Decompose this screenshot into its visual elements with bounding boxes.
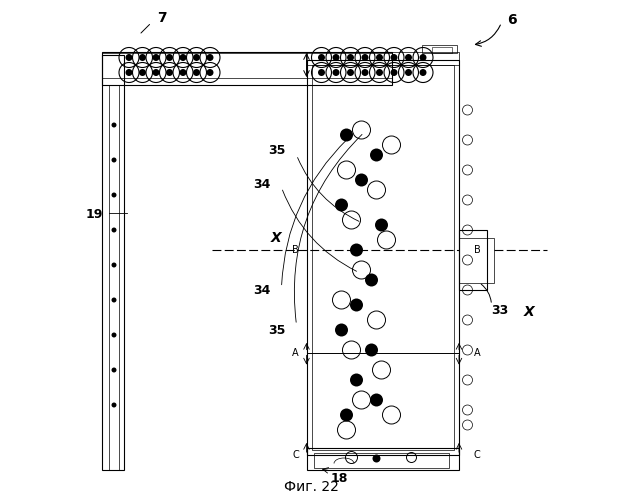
Circle shape [361,54,368,61]
Circle shape [350,244,363,256]
Circle shape [153,54,159,61]
Circle shape [139,54,146,61]
Circle shape [112,228,117,232]
Circle shape [370,394,383,406]
Circle shape [405,54,412,61]
Circle shape [112,402,117,407]
Text: C: C [474,450,481,460]
Circle shape [179,54,186,61]
Circle shape [112,158,117,162]
Circle shape [112,368,117,372]
Text: Фиг. 22: Фиг. 22 [284,480,339,494]
Circle shape [112,262,117,268]
Circle shape [335,324,348,336]
Text: C: C [292,450,299,460]
Circle shape [112,332,117,338]
Circle shape [335,198,348,211]
Circle shape [373,454,381,462]
Text: A: A [292,348,299,358]
Circle shape [166,54,173,61]
Circle shape [405,69,412,76]
Circle shape [361,69,368,76]
Bar [314,452,449,468]
Text: B: B [474,245,481,255]
Circle shape [375,218,388,232]
Circle shape [391,69,397,76]
Circle shape [193,54,200,61]
Circle shape [139,69,146,76]
Bar [432,48,452,52]
Text: 19: 19 [85,208,103,222]
Circle shape [350,298,363,312]
Bar [459,230,487,290]
Bar [312,65,454,450]
Bar [307,52,459,65]
Text: X: X [523,306,535,320]
Circle shape [179,69,186,76]
Circle shape [365,274,378,286]
Circle shape [391,54,397,61]
Text: 7: 7 [157,10,166,24]
Circle shape [125,69,133,76]
Text: A: A [474,348,480,358]
Bar [102,52,391,85]
Circle shape [419,69,427,76]
Bar [102,55,124,470]
Circle shape [340,128,353,141]
Circle shape [206,69,214,76]
Circle shape [355,174,368,186]
Bar [459,238,494,282]
Circle shape [376,54,383,61]
Circle shape [112,192,117,198]
Circle shape [340,408,353,422]
Circle shape [125,54,133,61]
Text: 18: 18 [330,472,348,485]
Bar [307,60,459,455]
Circle shape [370,148,383,162]
Circle shape [112,122,117,128]
Text: 35: 35 [268,324,285,336]
Text: X: X [271,230,282,244]
Circle shape [112,298,117,302]
Bar [307,448,459,470]
Bar [422,45,457,52]
Circle shape [333,69,340,76]
Circle shape [193,69,200,76]
Circle shape [347,54,354,61]
Text: 34: 34 [253,284,270,296]
Circle shape [318,69,325,76]
Circle shape [350,374,363,386]
Circle shape [376,69,383,76]
Text: 6: 6 [506,13,516,27]
Text: 35: 35 [268,144,285,156]
Circle shape [347,69,354,76]
Circle shape [166,69,173,76]
Text: 33: 33 [492,304,509,316]
Text: 34: 34 [253,178,270,192]
Circle shape [206,54,214,61]
Circle shape [318,54,325,61]
Circle shape [153,69,159,76]
Circle shape [419,54,427,61]
Circle shape [333,54,340,61]
Text: B: B [292,245,299,255]
Circle shape [365,344,378,356]
